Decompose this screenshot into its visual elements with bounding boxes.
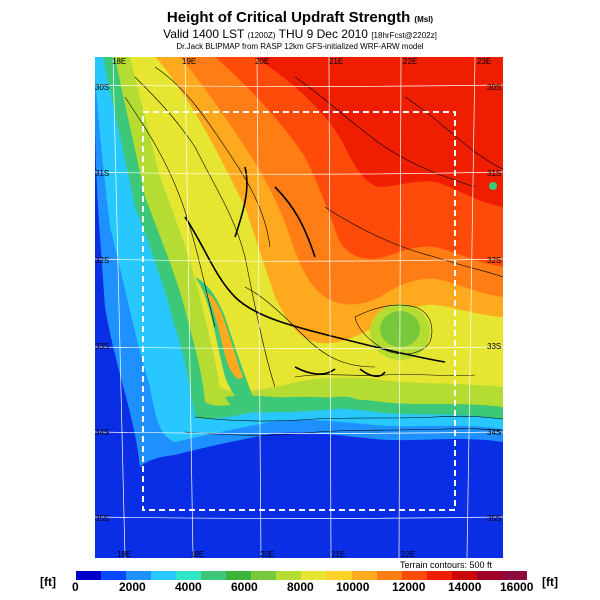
colorbar-unit-left: [ft]: [40, 575, 56, 589]
colorbar-swatch: [251, 571, 277, 580]
lon-label-top: 18E: [112, 57, 127, 66]
colorbar: [76, 571, 527, 580]
colorbar-tick: 16000: [500, 580, 534, 594]
colorbar-swatch: [301, 571, 327, 580]
lon-label-bottom: 20E: [260, 550, 275, 558]
lon-label-top: 21E: [329, 57, 344, 66]
chart-title: Height of Critical Updraft Strength (Msl…: [166, 9, 434, 26]
colorbar-swatch: [451, 571, 477, 580]
terrain-contour-note: Terrain contours: 500 ft: [400, 560, 493, 570]
colorbar-swatch: [151, 571, 177, 580]
lat-label-left: 33S: [95, 342, 110, 351]
lat-label-right: 34S: [487, 428, 502, 437]
lon-label-top: 22E: [403, 57, 418, 66]
lon-label-bottom: 21E: [331, 550, 346, 558]
colorbar-tick: 4000: [175, 580, 202, 594]
colorbar-swatch: [76, 571, 102, 580]
colorbar-swatch: [101, 571, 127, 580]
lat-label-right: 31S: [487, 169, 502, 178]
lat-label-right: 35S: [487, 514, 502, 523]
lat-label-right: 30S: [487, 83, 502, 92]
colorbar-swatch: [326, 571, 352, 580]
colorbar-swatch: [476, 571, 502, 580]
colorbar-swatch: [426, 571, 452, 580]
colorbar-tick: 14000: [448, 580, 482, 594]
colorbar-swatch: [201, 571, 227, 580]
lat-label-right: 33S: [487, 342, 502, 351]
lat-label-left: 31S: [95, 169, 110, 178]
lon-label-bottom: 22E: [401, 550, 416, 558]
lat-label-left: 35S: [95, 514, 110, 523]
colorbar-tick: 2000: [119, 580, 146, 594]
colorbar-tick: 0: [72, 580, 79, 594]
lat-label-left: 30S: [95, 83, 110, 92]
lat-label-left: 32S: [95, 256, 110, 265]
colorbar-swatch: [126, 571, 152, 580]
colorbar-swatch: [376, 571, 402, 580]
colorbar-swatch: [351, 571, 377, 580]
lon-label-top: 23E: [477, 57, 492, 66]
colorbar-swatch: [226, 571, 252, 580]
colorbar-swatch: [276, 571, 302, 580]
lat-label-left: 34S: [95, 428, 110, 437]
lon-label-top: 20E: [255, 57, 270, 66]
credit-line: Dr.Jack BLIPMAP from RASP 12km GFS-initi…: [176, 42, 424, 51]
lon-label-bottom: 18E: [117, 550, 132, 558]
colorbar-swatch: [401, 571, 427, 580]
lat-label-right: 32S: [487, 256, 502, 265]
colorbar-swatch: [501, 571, 527, 580]
lon-label-bottom: 19E: [190, 550, 205, 558]
colorbar-swatch: [176, 571, 202, 580]
colorbar-tick: 12000: [392, 580, 426, 594]
lon-label-top: 19E: [182, 57, 197, 66]
colorbar-unit-right: [ft]: [542, 575, 558, 589]
forecast-map: 18E 19E 20E 21E 22E 23E 18E 19E 20E 21E …: [95, 57, 503, 558]
colorbar-tick: 6000: [231, 580, 258, 594]
colorbar-tick: 10000: [336, 580, 370, 594]
valid-time: Valid 1400 LST (1200Z) THU 9 Dec 2010 [1…: [163, 27, 437, 41]
colorbar-tick: 8000: [287, 580, 314, 594]
